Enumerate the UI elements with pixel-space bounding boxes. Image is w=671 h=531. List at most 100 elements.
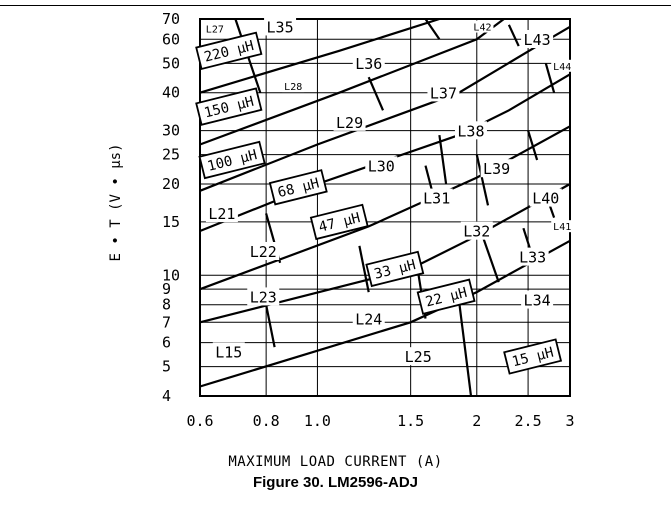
region-label: L30: [368, 157, 395, 175]
region-label: L42: [473, 23, 491, 34]
region-label-bg: [551, 59, 574, 72]
region-label: L24: [355, 310, 382, 328]
region-label: L43: [524, 31, 551, 49]
inductance-box: 22 μH: [416, 278, 476, 315]
region-label: L40: [532, 190, 559, 208]
region-label: L28: [284, 82, 302, 93]
region-label: L37: [430, 84, 457, 102]
y-tick-label: 70: [162, 10, 180, 28]
region-label: L35: [267, 18, 294, 36]
region-boundary: [358, 245, 370, 293]
boundary-layer: [199, 17, 571, 397]
y-axis-label: E • T (V • μs): [108, 143, 124, 261]
region-label: L44: [553, 62, 571, 73]
inductance-box: 150 μH: [195, 87, 263, 126]
inductance-box-frame: [309, 203, 369, 241]
y-tick-label: 50: [162, 54, 180, 72]
y-tick-label: 20: [162, 175, 180, 193]
inductance-box: 68 μH: [268, 169, 328, 206]
region-label-bg: [402, 347, 435, 366]
region-label: L22: [250, 243, 277, 261]
region-label-bg: [480, 159, 513, 178]
region-boundary: [527, 130, 539, 161]
region-label: L39: [483, 160, 510, 178]
region-boundary: [481, 235, 500, 283]
region-label-bg: [333, 112, 366, 131]
region-label: L41: [553, 222, 571, 233]
region-labels: L27 L35 L28 L36 L42 L43 L44 L37 L29 L38 L30 L39 L31 L…: [203, 17, 574, 366]
region-label-bg: [352, 54, 385, 73]
region-boundary: [457, 299, 473, 397]
x-axis-ticks: 0.6 0.8 1.0 1.5 2 2.5 3: [186, 412, 574, 430]
x-tick-label: 3: [565, 412, 574, 430]
region-label-bg: [460, 221, 493, 240]
region-label-bg: [365, 156, 398, 175]
y-tick-label: 8: [162, 296, 171, 314]
region-label: L36: [355, 55, 382, 73]
region-boundary: [475, 154, 490, 206]
y-tick-label: 5: [162, 358, 171, 376]
region-label-bg: [551, 220, 574, 233]
y-tick-label: 40: [162, 84, 180, 102]
region-boundary: [265, 304, 276, 348]
inductance-box: 47 μH: [309, 203, 369, 241]
inductance-box-frame: [195, 87, 263, 126]
y-tick-label: 10: [162, 266, 180, 284]
region-label-bg: [264, 17, 297, 36]
region-label: L21: [208, 205, 235, 223]
x-tick-label: 0.6: [186, 412, 213, 430]
y-tick-label: 4: [162, 387, 171, 405]
region-label-bg: [203, 22, 226, 35]
plot-frame: [199, 18, 571, 397]
region-label-bg: [420, 188, 453, 207]
region-boundary: [367, 76, 385, 111]
region-label-bg: [521, 30, 554, 49]
region-label: L34: [524, 292, 551, 310]
y-tick-label: 6: [162, 334, 171, 352]
region-label-bg: [529, 188, 562, 207]
region-label: L32: [463, 223, 490, 241]
y-tick-label: 30: [162, 122, 180, 140]
x-tick-label: 2.5: [515, 412, 542, 430]
region-label: L23: [250, 288, 277, 306]
region-label-bg: [516, 247, 549, 266]
y-tick-label: 15: [162, 213, 180, 231]
x-tick-label: 0.8: [253, 412, 280, 430]
region-label: L31: [423, 190, 450, 208]
top-rule: [0, 5, 671, 6]
inductance-box-frame: [198, 140, 266, 180]
region-label: L25: [405, 348, 432, 366]
y-tick-label: 60: [162, 30, 180, 48]
x-axis-label: MAXIMUM LOAD CURRENT (A): [228, 454, 443, 470]
inductance-box: 100 μH: [198, 140, 266, 180]
region-label-bg: [521, 290, 554, 309]
y-tick-label: 25: [162, 146, 180, 164]
region-label-bg: [471, 20, 494, 33]
y-tick-label: 7: [162, 313, 171, 331]
y-tick-label: 9: [162, 280, 171, 298]
x-tick-label: 1.5: [397, 412, 424, 430]
region-label-bg: [212, 342, 245, 361]
region-boundary: [199, 183, 571, 324]
region-boundary: [544, 63, 556, 93]
region-label-bg: [427, 83, 460, 102]
inductance-box: 15 μH: [503, 338, 563, 375]
region-boundary: [424, 18, 441, 40]
inductance-box-frame: [365, 250, 425, 288]
inductance-box-frame: [268, 169, 328, 206]
figure-caption: Figure 30. LM2596-ADJ: [252, 474, 419, 491]
region-label: L15: [215, 343, 242, 361]
region-label-bg: [247, 241, 280, 260]
region-label: L33: [519, 249, 546, 267]
region-boundary: [438, 134, 448, 185]
x-tick-label: 2: [472, 412, 481, 430]
region-label-bg: [352, 309, 385, 328]
region-label: L29: [336, 114, 363, 132]
region-label-bg: [205, 204, 238, 223]
x-tick-label: 1.0: [304, 412, 331, 430]
inductance-box-frame: [195, 31, 263, 71]
region-boundary: [507, 24, 520, 47]
region-label: L38: [457, 122, 484, 140]
